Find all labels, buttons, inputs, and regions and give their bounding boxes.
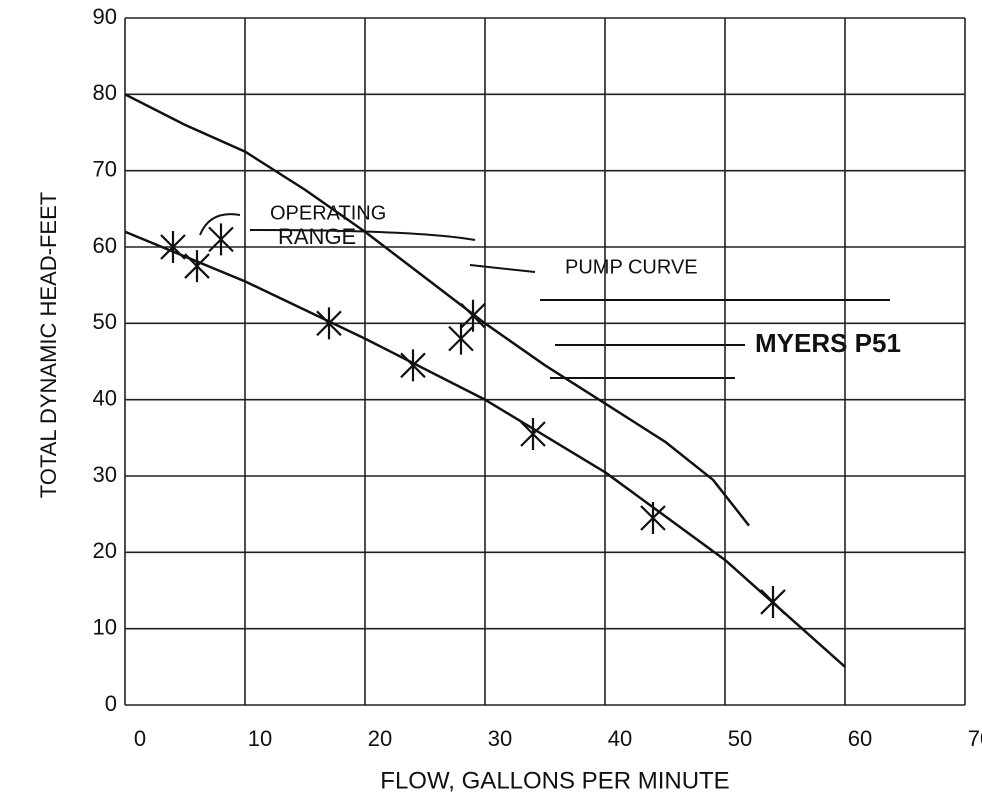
y-tick-label: 70: [93, 156, 117, 181]
y-tick-label: 50: [93, 309, 117, 334]
y-tick-label: 40: [93, 385, 117, 410]
x-marker: [448, 322, 474, 355]
curve: [124, 93, 750, 527]
strike-through: [540, 299, 890, 379]
x-marker: [160, 231, 186, 263]
y-tick-label: 20: [93, 538, 117, 563]
x-marker: [760, 585, 786, 618]
x-tick-label: 10: [248, 726, 272, 751]
y-tick-label: 60: [93, 233, 117, 258]
x-marker: [520, 418, 546, 451]
y-tick-label: 0: [105, 691, 117, 716]
y-tick-label: 30: [93, 462, 117, 487]
x-axis-title: FLOW, GALLONS PER MINUTE: [380, 767, 729, 794]
x-marker: [184, 250, 210, 283]
annotation: MYERS P51: [755, 328, 901, 358]
annotation: RANGE: [278, 224, 356, 249]
x-tick-label: 60: [848, 726, 872, 751]
x-tick-label: 0: [134, 726, 146, 751]
x-tick-label: 70: [968, 726, 982, 751]
y-axis-title: TOTAL DYNAMIC HEAD-FEET: [36, 192, 61, 498]
y-tick-label: 80: [93, 80, 117, 105]
x-tick-label: 20: [368, 726, 392, 751]
x-marker: [208, 223, 234, 256]
x-tick-label: 30: [488, 726, 512, 751]
annotation-bracket: [199, 213, 536, 273]
curve: [124, 230, 846, 668]
x-tick-label: 40: [608, 726, 632, 751]
x-marker: [400, 349, 426, 382]
x-tick-label: 50: [728, 726, 752, 751]
annotation: OPERATING: [270, 202, 386, 224]
x-marker: [316, 307, 342, 340]
y-tick-label: 90: [93, 4, 117, 29]
series-label: PUMP CURVE: [565, 257, 698, 279]
y-tick-label: 10: [93, 614, 117, 639]
x-marker: [640, 501, 666, 534]
x-marker: [460, 299, 486, 332]
